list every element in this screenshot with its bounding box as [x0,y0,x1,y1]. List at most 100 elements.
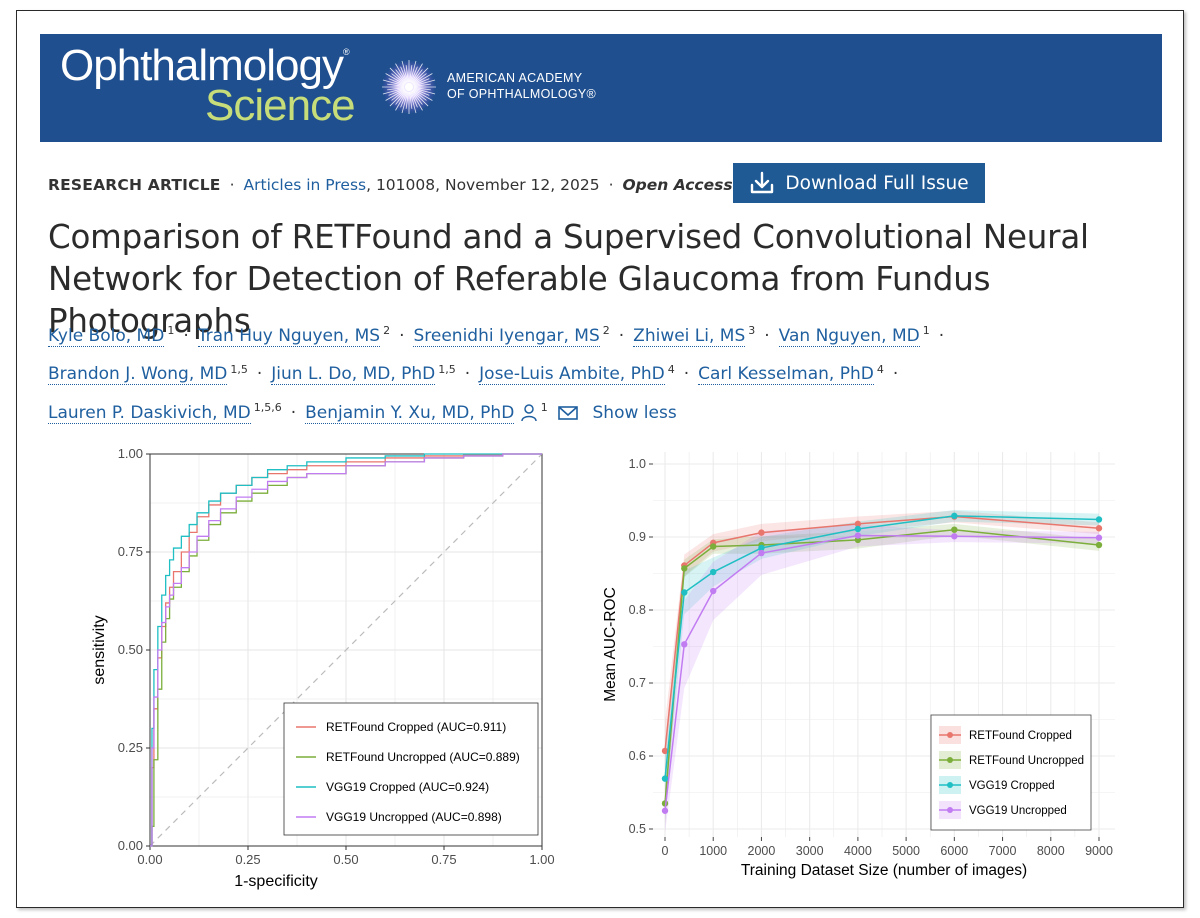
series-point [1095,541,1103,549]
author-link[interactable]: Van Nguyen, MD [778,325,920,347]
legend-label: VGG19 Cropped [969,780,1055,792]
x-tick-label: 3000 [796,844,824,858]
series-point [951,512,958,520]
author-list: Kyle Bolo, MD 1 · Tran Huy Nguyen, MS 2 · Sree… [48,314,1048,430]
x-tick-label: 8000 [1037,844,1065,858]
author-link[interactable]: Tran Huy Nguyen, MS [197,325,381,347]
y-tick-label: 0.5 [629,822,646,836]
starburst-ray [412,73,427,85]
series-point [661,775,669,782]
article-title: Comparison of RETFound and a Supervised … [48,218,1089,340]
starburst-ray [395,63,407,83]
legend-label: VGG19 Cropped (AUC=0.924) [326,780,489,794]
series-point [681,565,688,572]
starburst-ray [413,79,436,87]
starburst-ray [405,91,409,109]
series-point [661,747,669,755]
x-tick-label: 1000 [699,844,727,858]
starburst-ray [387,83,405,87]
aao-line-2: OF OPHTHALMOLOGY® [447,87,597,101]
starburst-ray [401,60,409,83]
meta-separator: · [608,176,614,194]
y-tick-label: 1.0 [629,457,646,471]
legend-label: RETFound Uncropped [969,755,1084,767]
show-less-link[interactable]: Show less [592,402,677,423]
starburst-ray [385,73,405,85]
starburst-ray [400,91,408,108]
starburst-ray [382,87,405,95]
legend-point [947,807,953,813]
starburst-ray [413,87,431,91]
x-tick-label: 0.50 [333,852,358,867]
registered-mark: ® [342,47,350,57]
download-full-issue-button[interactable]: Download Full Issue [733,163,985,203]
author-link[interactable]: Carl Kesselman, PhD [698,364,874,386]
author-line-3: Lauren P. Daskivich, MD 1,5,6 · Benjamin Y.… [48,391,1048,430]
journal-logo[interactable]: Ophthalmology® [60,41,350,90]
y-tick-label: 0.7 [629,676,646,690]
author-link[interactable]: Lauren P. Daskivich, MD [48,402,251,424]
journal-banner[interactable] [40,34,1162,142]
series-point [661,807,669,814]
starburst-ray [385,89,405,101]
series-point [854,536,862,544]
legend-label: VGG19 Uncropped (AUC=0.898) [326,810,502,824]
y-axis-label: sensitivity [91,615,108,684]
starburst-ray [413,87,436,95]
articles-in-press-link[interactable]: Articles in Press [243,176,367,194]
aao-starburst-icon [382,60,436,114]
starburst-ray [412,90,429,107]
x-tick-label: 1.00 [529,852,554,867]
author-separator: · [683,364,690,385]
journal-name: Ophthalmology [60,41,344,90]
author-link[interactable]: Kyle Bolo, MD [48,325,165,347]
mail-icon[interactable] [557,404,579,422]
legend-point [947,732,953,738]
starburst-ray [395,69,407,84]
legend-label: RETFound Cropped [969,730,1072,742]
starburst-ray [389,67,406,84]
reference-diagonal [149,453,543,847]
starburst-ray [413,88,430,96]
starburst-ray [391,89,406,101]
legend-label: RETFound Cropped (AUC=0.911) [326,720,506,734]
starburst-ray [395,91,407,111]
author-affiliation: 2 [602,324,610,337]
person-icon[interactable] [520,403,538,423]
article-type: RESEARCH ARTICLE [48,176,221,194]
learning-curve-chart: 0 1000 2000 3000 4000 5000 6000 7000 8000 9000 0.5… [602,452,1115,879]
author-link[interactable]: Sreenidhi Iyengar, MS [413,325,600,347]
series-point [710,587,717,595]
author-link[interactable]: Zhiwei Li, MS [633,325,746,347]
x-axis-label: Training Dataset Size (number of images) [741,862,1027,879]
author-separator: · [938,325,945,346]
starburst-ray [411,91,423,111]
roc-chart: 0.00 0.25 0.50 0.75 1.00 0.00 0.25 0.50 0.75 1.00… [91,446,555,890]
author-affiliation: 1,5,6 [253,401,282,415]
author-separator: · [256,364,263,385]
author-affiliation: 1 [540,401,548,415]
y-tick-label: 0.00 [118,838,143,853]
starburst-ray [413,73,433,85]
author-affiliation: 1,5 [230,362,248,376]
series-point [1095,525,1103,532]
author-affiliation: 3 [748,324,756,337]
starburst-ray [411,90,423,105]
legend-point [947,757,953,763]
series-point [951,533,958,540]
author-separator: · [892,364,899,385]
x-tick-label: 7000 [989,844,1017,858]
starburst-ray [400,66,408,83]
x-tick-label: 9000 [1085,844,1113,858]
roc-legend [283,702,539,836]
author-link[interactable]: Brandon J. Wong, MD [48,364,228,386]
author-link[interactable]: Jiun L. Do, MD, PhD [271,364,436,386]
starburst-ray [411,63,423,83]
author-separator: · [399,325,405,346]
author-link[interactable]: Jose-Luis Ambite, PhD [479,364,665,386]
author-link[interactable]: Benjamin Y. Xu, MD, PhD [305,402,515,424]
starburst-ray [411,69,423,84]
series-point [854,520,862,528]
series-point [1095,516,1103,523]
download-button-label: Download Full Issue [785,172,969,194]
